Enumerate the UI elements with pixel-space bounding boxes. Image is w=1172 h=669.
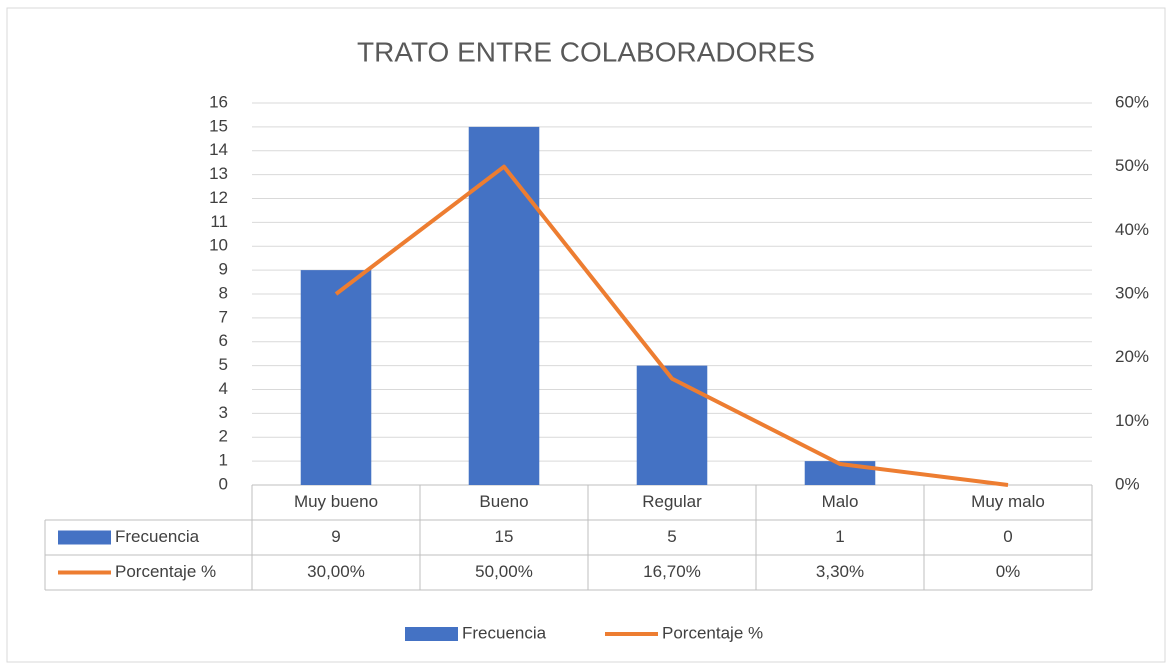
table-series-name: Frecuencia: [115, 527, 200, 546]
y-tick-label: 12: [209, 188, 228, 207]
table-series-name: Porcentaje %: [115, 562, 216, 581]
table-value: 9: [331, 527, 340, 546]
table-key: [58, 530, 111, 545]
y-tick-label: 3: [219, 403, 228, 422]
y-tick-label: 15: [209, 116, 228, 135]
y2-tick-label: 30%: [1115, 283, 1149, 302]
category-label: Regular: [642, 492, 702, 511]
bar: [636, 365, 708, 485]
category-label: Malo: [822, 492, 859, 511]
table-value: 30,00%: [307, 562, 365, 581]
y2-tick-label: 60%: [1115, 92, 1149, 111]
y-tick-label: 9: [219, 260, 228, 279]
y-tick-label: 6: [219, 331, 228, 350]
category-label: Muy bueno: [294, 492, 378, 511]
y-tick-label: 7: [219, 307, 228, 326]
y2-tick-label: 10%: [1115, 411, 1149, 430]
y-tick-label: 11: [210, 212, 228, 231]
table-value: 0: [1003, 527, 1012, 546]
chart-title: TRATO ENTRE COLABORADORES: [357, 36, 815, 67]
table-value: 50,00%: [475, 562, 533, 581]
bar: [300, 270, 372, 485]
table-value: 3,30%: [816, 562, 864, 581]
bar: [468, 126, 540, 485]
table-value: 0%: [996, 562, 1021, 581]
y-tick-label: 5: [219, 355, 228, 374]
legend-key: [405, 627, 458, 641]
y-tick-label: 10: [209, 236, 228, 255]
category-label: Muy malo: [971, 492, 1045, 511]
y2-tick-label: 40%: [1115, 220, 1149, 239]
y-tick-label: 8: [219, 283, 228, 302]
y2-tick-label: 0%: [1115, 474, 1140, 493]
y-tick-label: 2: [219, 427, 228, 446]
table-value: 1: [835, 527, 844, 546]
table-value: 5: [667, 527, 676, 546]
legend-label: Frecuencia: [462, 623, 547, 642]
y-tick-label: 13: [209, 164, 228, 183]
chart-frame: [6, 7, 1166, 663]
y2-tick-label: 20%: [1115, 347, 1149, 366]
table-value: 16,70%: [643, 562, 701, 581]
line: [334, 164, 1009, 487]
category-label: Bueno: [479, 492, 528, 511]
legend-label: Porcentaje %: [662, 623, 763, 642]
y-tick-label: 0: [219, 474, 228, 493]
y-tick-label: 4: [219, 379, 228, 398]
y-tick-label: 16: [209, 92, 228, 111]
y2-tick-label: 50%: [1115, 156, 1149, 175]
y-tick-label: 1: [219, 451, 228, 470]
table-value: 15: [495, 527, 514, 546]
y-tick-label: 14: [209, 140, 228, 159]
